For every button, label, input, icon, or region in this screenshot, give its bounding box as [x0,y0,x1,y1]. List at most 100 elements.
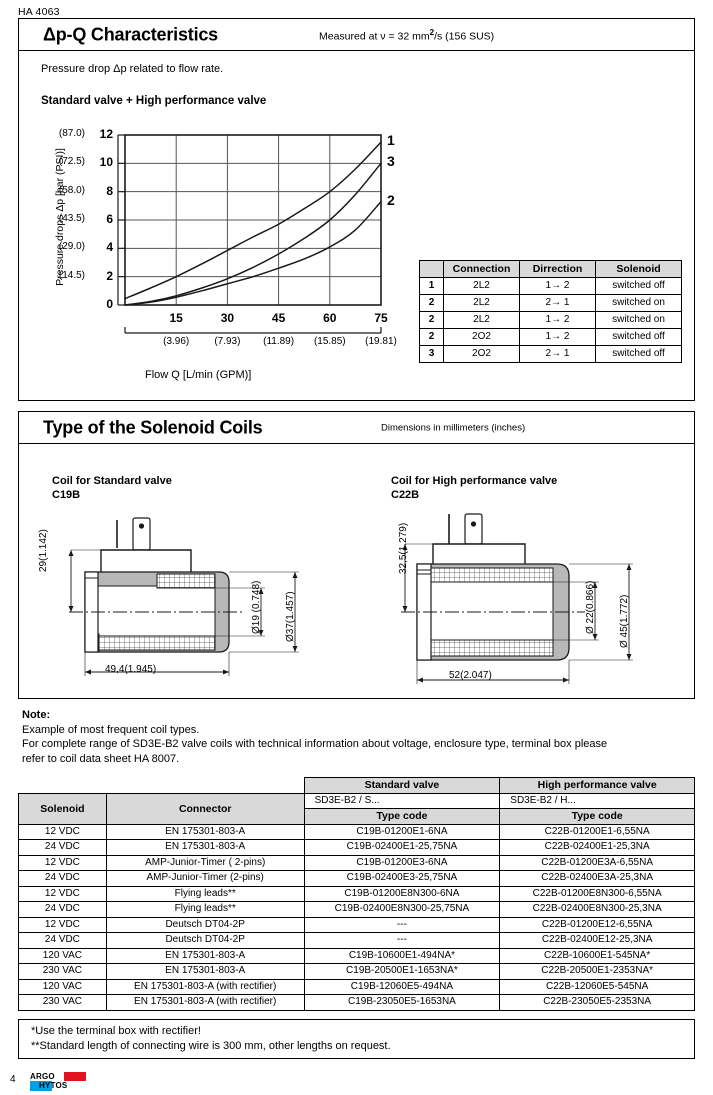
table-row: 12 VDC Deutsch DT04-2P --- C22B-01200E12-6,… [18,916,695,933]
viscosity-exponent: 2 [429,27,435,37]
section-2-subtitle: Dimensions in millimeters (inches) [381,422,526,433]
section-2-title-bar: Type of the Solenoid Coils Dimensions in… [19,412,694,444]
footnotes-box: *Use the terminal box with rectifier! **… [18,1019,695,1059]
cell-solenoid: 230 VAC [18,994,107,1011]
legend-cell-conn: 2L2 [443,277,520,295]
legend-cell-sol: switched off [595,345,682,363]
type-table-group-standard: Standard valve [303,777,501,794]
table-row: 12 VDC EN 175301-803-A C19B-01200E1-6NA C22… [18,823,695,840]
cell-std-typecode: C19B-10600E1-494NA* [303,947,501,964]
x-tick-gpm-60: (15.85) [313,336,346,347]
cell-std-typecode: C19B-02400E8N300-25,75NA [303,901,501,918]
argo-hytos-logo: ARGO HYTOS [30,1072,86,1092]
cell-connector: EN 175301-803-A [105,963,305,980]
cell-connector: Deutsch DT04-2P [105,916,305,933]
section-2-title: Type of the Solenoid Coils [43,417,263,437]
legend-cell-dir: 2→ 1 [519,345,596,363]
sus-value: (156 SUS) [445,29,495,42]
chart-x-axis-title: Flow Q [L/min (GPM)] [145,369,252,381]
legend-header-row: Connection Dirrection Solenoid [419,260,682,278]
note-heading: Note: [22,709,51,721]
legend-cell-dir: 1→ 2 [519,311,596,329]
note-line-3: refer to coil data sheet HA 8007. [22,752,180,765]
cell-std-typecode: C19B-12060E5-494NA [303,978,501,995]
cell-connector: Deutsch DT04-2P [105,932,305,949]
type-table-typecode-row: Type code Type code [19,808,695,825]
cell-connector: EN 175301-803-A (with rectifier) [105,994,305,1011]
cell-std-typecode: C19B-01200E1-6NA [303,823,501,840]
pressure-drop-description: Pressure drop Δp related to flow rate. [41,63,224,75]
legend-header-connection: Connection [443,260,520,278]
coil-right-dim-bore: Ø 22(0.866) [585,580,596,634]
table-row: 230 VAC EN 175301-803-A C19B-20500E1-1653N… [18,963,695,980]
x-tick-gpm-45: (11.89) [263,336,295,347]
cell-solenoid: 24 VDC [18,870,107,887]
page-number: 4 [10,1074,16,1085]
cell-solenoid: 12 VDC [18,823,107,840]
table-row: 24 VDC Flying leads** C19B-02400E8N300-25,… [18,901,695,918]
cell-hp-typecode: C22B-01200E8N300-6,55NA [499,885,695,902]
x-tick-gpm-30: (7.93) [214,336,241,347]
y-tick-psi-72.5: (72.5) [58,156,85,168]
coil-right-caption: Coil for High performance valve C22B [391,475,558,501]
document-code: HA 4063 [18,6,60,18]
table-row: 12 VDC Flying leads** C19B-01200E8N300-6NA… [18,885,695,902]
type-table-header-typecode-standard: Type code [303,808,501,825]
curve-label-2: 2 [387,191,395,208]
legend-cell-conn: 2L2 [443,294,520,312]
y-tick-psi-29.0: (29.0) [58,241,85,253]
type-table-series-high-performance: SD3E-B2 / H... [499,792,695,809]
type-table-group-high-performance: High performance valve [499,777,695,794]
coil-left-dim-height: 29(1.142) [38,529,49,572]
type-table-header-typecode-high: Type code [499,808,695,825]
table-row: 24 VDC Deutsch DT04-2P --- C22B-02400E12-25… [18,932,695,949]
coil-left-dim-bore: Ø19 (0.748) [251,580,262,634]
viscosity-value: ν = 32 mm [380,29,430,42]
y-tick-6: 6 [106,212,113,226]
legend-cell-dir: 2→ 1 [519,294,596,312]
type-table-spacer-connector [106,778,304,794]
x-tick-45: 45 [271,311,286,325]
cell-hp-typecode: C22B-10600E1-545NA* [499,947,695,964]
logo-red-block [64,1072,86,1081]
legend-cell-sol: switched off [595,277,682,295]
y-tick-12: 12 [99,127,113,141]
y-tick-8: 8 [106,183,113,198]
x-tick-gpm-75: (19.81) [365,336,397,347]
type-table-header-connector: Connector [105,792,305,825]
legend-row: 2 2L2 1→ 2 switched on [419,311,682,329]
y-tick-2: 2 [106,268,113,283]
note-line-1: Example of most frequent coil types. [22,723,200,736]
legend-cell-idx: 2 [419,294,444,312]
section-1-subtitle: Measured at ν = 32 mm2/s (156 SUS) [319,27,494,42]
coil-left-dim-outer: Ø37(1.457) [285,591,296,642]
cell-hp-typecode: C22B-01200E3A-6,55NA [499,854,695,871]
cell-connector: AMP-Junior-Timer (2-pins) [105,870,305,887]
legend-header-solenoid: Solenoid [595,260,682,278]
type-table-series-row: Solenoid Connector SD3E-B2 / S... SD3E-B… [18,792,695,825]
cell-std-typecode: C19B-23050E5-1653NA [303,994,501,1011]
coil-right-dim-outer: Ø 45(1.772) [619,594,630,648]
y-tick-psi-43.5: (43.5) [58,213,85,224]
y-tick-0: 0 [106,297,113,311]
section-1-title-bar: Δp-Q Characteristics Measured at ν = 32 … [19,19,694,51]
y-tick-10: 10 [99,155,113,170]
cell-hp-typecode: C22B-12060E5-545NA [499,978,695,995]
cell-solenoid: 24 VDC [18,901,107,918]
per-slash: / [434,29,437,42]
legend-cell-sol: switched on [595,294,682,312]
legend-header-direction: Dirrection [519,260,596,278]
viscosity-denominator: s [436,29,443,42]
note-line-2: For complete range of SD3E-B2 valve coil… [22,738,608,750]
legend-cell-conn: 2O2 [443,345,520,363]
cell-connector: Flying leads** [105,885,305,902]
x-tick-gpm-15: (3.96) [163,336,190,347]
cell-connector: EN 175301-803-A [105,823,305,840]
cell-std-typecode: C19B-20500E1-1653NA* [303,963,501,980]
coil-drawing-c22b [401,513,633,684]
y-tick-psi-14.5: (14.5) [58,269,85,281]
legend-row: 1 2L2 1→ 2 switched off [419,277,682,295]
cell-hp-typecode: C22B-01200E12-6,55NA [499,916,695,933]
table-row: 24 VDC EN 175301-803-A C19B-02400E1-25,75N… [18,839,695,856]
table-row: 120 VAC EN 175301-803-A (with rectifier) C… [18,978,695,995]
